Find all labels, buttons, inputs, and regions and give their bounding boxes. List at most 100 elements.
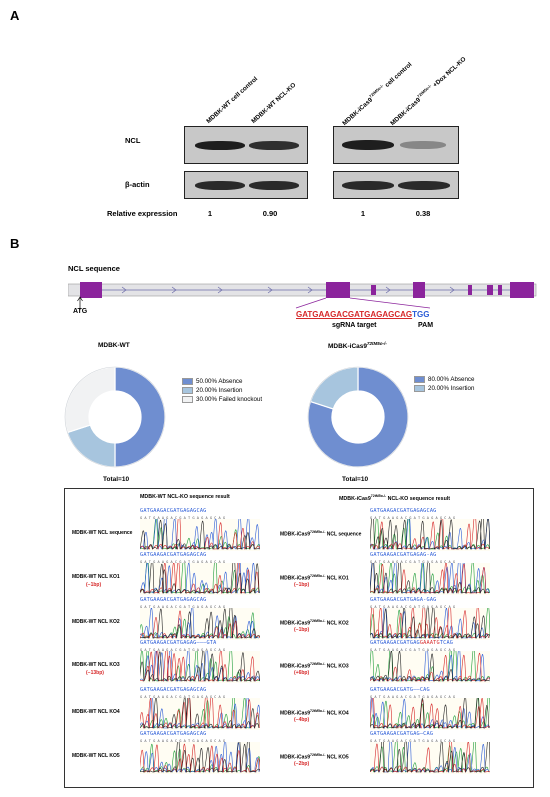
basecall-letters: GATGAAGACGATGAGAGCAG [370,516,458,520]
basecall-letters: GATGAAGACGATGAGAGCAG [370,739,458,743]
sequence-text: GATGAAGACGATGAG—CAG [370,731,434,737]
chromatogram [140,698,260,730]
sequence-text: GATGAAGACGATGAGAGCAG [140,552,207,558]
donut-chart-icas9 [307,366,409,468]
basecall-letters: GATGAAGACGATGAGAGCAG [370,648,458,652]
sequence-text: GATGAAGACGATGAGAG-AG [370,552,437,558]
panel-b-label: B [10,236,20,251]
chromatogram [140,651,260,683]
ncl-band-1 [195,141,245,150]
actin-blot-left [184,171,308,199]
chromatogram [370,608,490,640]
basecall-letters: GATGAAGACGATGAGAGCAG [140,739,228,743]
basecall-letters: GATGAAGACGATGAGAGCAG [140,516,228,520]
sequence-text: GATGAAGACGATGAGA-GAG [370,597,437,603]
legend-swatch [414,385,425,392]
donut-title-icas9: MDBK-iCas972tM5o-/- [328,341,387,351]
sequence-text: GATGAAGACGATG——CAG [370,687,430,693]
sample-name: MDBK-iCas972tM5o-/- NCL KO5 [280,753,349,761]
legend-item: 80.00% Absence [414,376,474,383]
ncl-band-3 [342,140,394,150]
chromatogram [140,742,260,774]
basecall-letters: GATGAAGACGATGAGAGCAG [140,695,228,699]
chromatogram [140,563,260,595]
basecall-letters: GATGAAGACGATGAGAGCAG [370,560,458,564]
sequence-text: GATGAAGACGATGAGGAAATGTCAG [370,640,454,646]
sequence-text: GATGAAGACGATGAGAG———GTA [140,640,217,646]
sample-name: MDBK-WT NCL KO5 [72,753,120,759]
mutation-size: (−4bp) [294,717,310,723]
gene-title: NCL sequence [68,264,120,273]
row-label-ncl: NCL [125,136,141,145]
legend-icas9: 80.00% Absence 20.00% Insertion [414,376,474,392]
legend-wt: 50.00% Absence 20.00% Insertion 30.00% F… [182,378,262,403]
relexp-value-3: 1 [360,209,366,218]
mutation-size: (+6bp) [294,670,310,676]
sample-name: MDBK-WT NCL sequence [72,530,133,536]
ncl-blot-right [333,126,459,164]
relexp-value-1: 1 [207,209,213,218]
panel-a-label: A [10,8,20,23]
legend-swatch [182,396,193,403]
sample-name: MDBK-iCas972tM5o-/- NCL sequence [280,530,362,538]
sequencing-results-box [64,488,534,788]
actin-band-2 [249,181,299,190]
donut-outline [64,366,166,468]
ncl-band-2 [249,141,299,150]
legend-swatch [182,378,193,385]
mutation-size: (−13bp) [86,670,104,676]
sample-name: MDBK-WT NCL KO3 [72,662,120,668]
mutation-size: (−2bp) [294,761,310,767]
chromatogram [370,519,490,551]
sgrna-target-label: sgRNA target [332,322,377,329]
sample-name: MDBK-WT NCL KO4 [72,709,120,715]
sequence-text: GATGAAGACGATGAGAGCAG [140,731,207,737]
total-icas9: Total=10 [342,476,369,483]
basecall-letters: GATGAAGACGATGAGAGCAG [370,605,458,609]
sample-name: MDBK-iCas972tM5o-/- NCL KO3 [280,662,349,670]
legend-item: 20.00% Insertion [182,387,262,394]
donut-title-wt: MDBK-WT [98,342,130,349]
row-label-actin: β-actin [125,180,150,189]
sample-name: MDBK-iCas972tM5o-/- NCL KO1 [280,574,349,582]
donut-chart-wt [64,366,166,468]
relexp-value-4: 0.38 [415,209,431,218]
relexp-value-2: 0.90 [262,209,278,218]
donut-slice [114,366,166,468]
chromatogram [140,608,260,640]
gene-structure-diagram [68,282,537,310]
legend-item: 50.00% Absence [182,378,262,385]
sequence-text: GATGAAGACGATGAGAGCAG [140,597,207,603]
basecall-letters: GATGAAGACGATGAGAGCAG [140,605,228,609]
ncl-blot-left [184,126,308,164]
donut-outline [307,366,409,468]
actin-band-3 [342,181,394,190]
legend-item: 30.00% Failed knockout [182,396,262,403]
seq-title-left: MDBK-WT NCL-KO sequence result [140,494,230,500]
seq-title-right: MDBK-iCas972tM5o-/- NCL-KO sequence resu… [339,494,451,502]
mutation-size: (−1bp) [294,627,310,633]
chromatogram [140,519,260,551]
sample-name: MDBK-WT NCL KO1 [72,574,120,580]
mutation-size: (−1bp) [86,582,102,588]
chromatogram [370,651,490,683]
ncl-band-4 [400,141,446,149]
row-label-relative-expression: Relative expression [107,209,178,218]
mutation-size: (−1bp) [294,582,310,588]
legend-swatch [182,387,193,394]
basecall-letters: GATGAAGACGATGAGAGCAG [370,695,458,699]
sgrna-sequence: GATGAAGACGATGAGAGCAGTGG [296,310,430,319]
atg-label: ATG [73,308,88,315]
sample-name: MDBK-iCas972tM5o-/- NCL KO2 [280,619,349,627]
basecall-letters: GATGAAGACGATGAGAGCAG [140,560,228,564]
sample-name: MDBK-WT NCL KO2 [72,619,120,625]
chromatogram [370,563,490,595]
sample-name: MDBK-iCas972tM5o-/- NCL KO4 [280,709,349,717]
lane-label-wt-ncl-ko: MDBK-WT NCL-KO [250,81,298,125]
chromatogram [370,698,490,730]
legend-item: 20.00% Insertion [414,385,474,392]
chromatogram [370,742,490,774]
legend-swatch [414,376,425,383]
basecall-letters: GATGAAGACGATGAGAGCAG [140,648,228,652]
sequence-text: GATGAAGACGATGAGAGCAG [140,687,207,693]
